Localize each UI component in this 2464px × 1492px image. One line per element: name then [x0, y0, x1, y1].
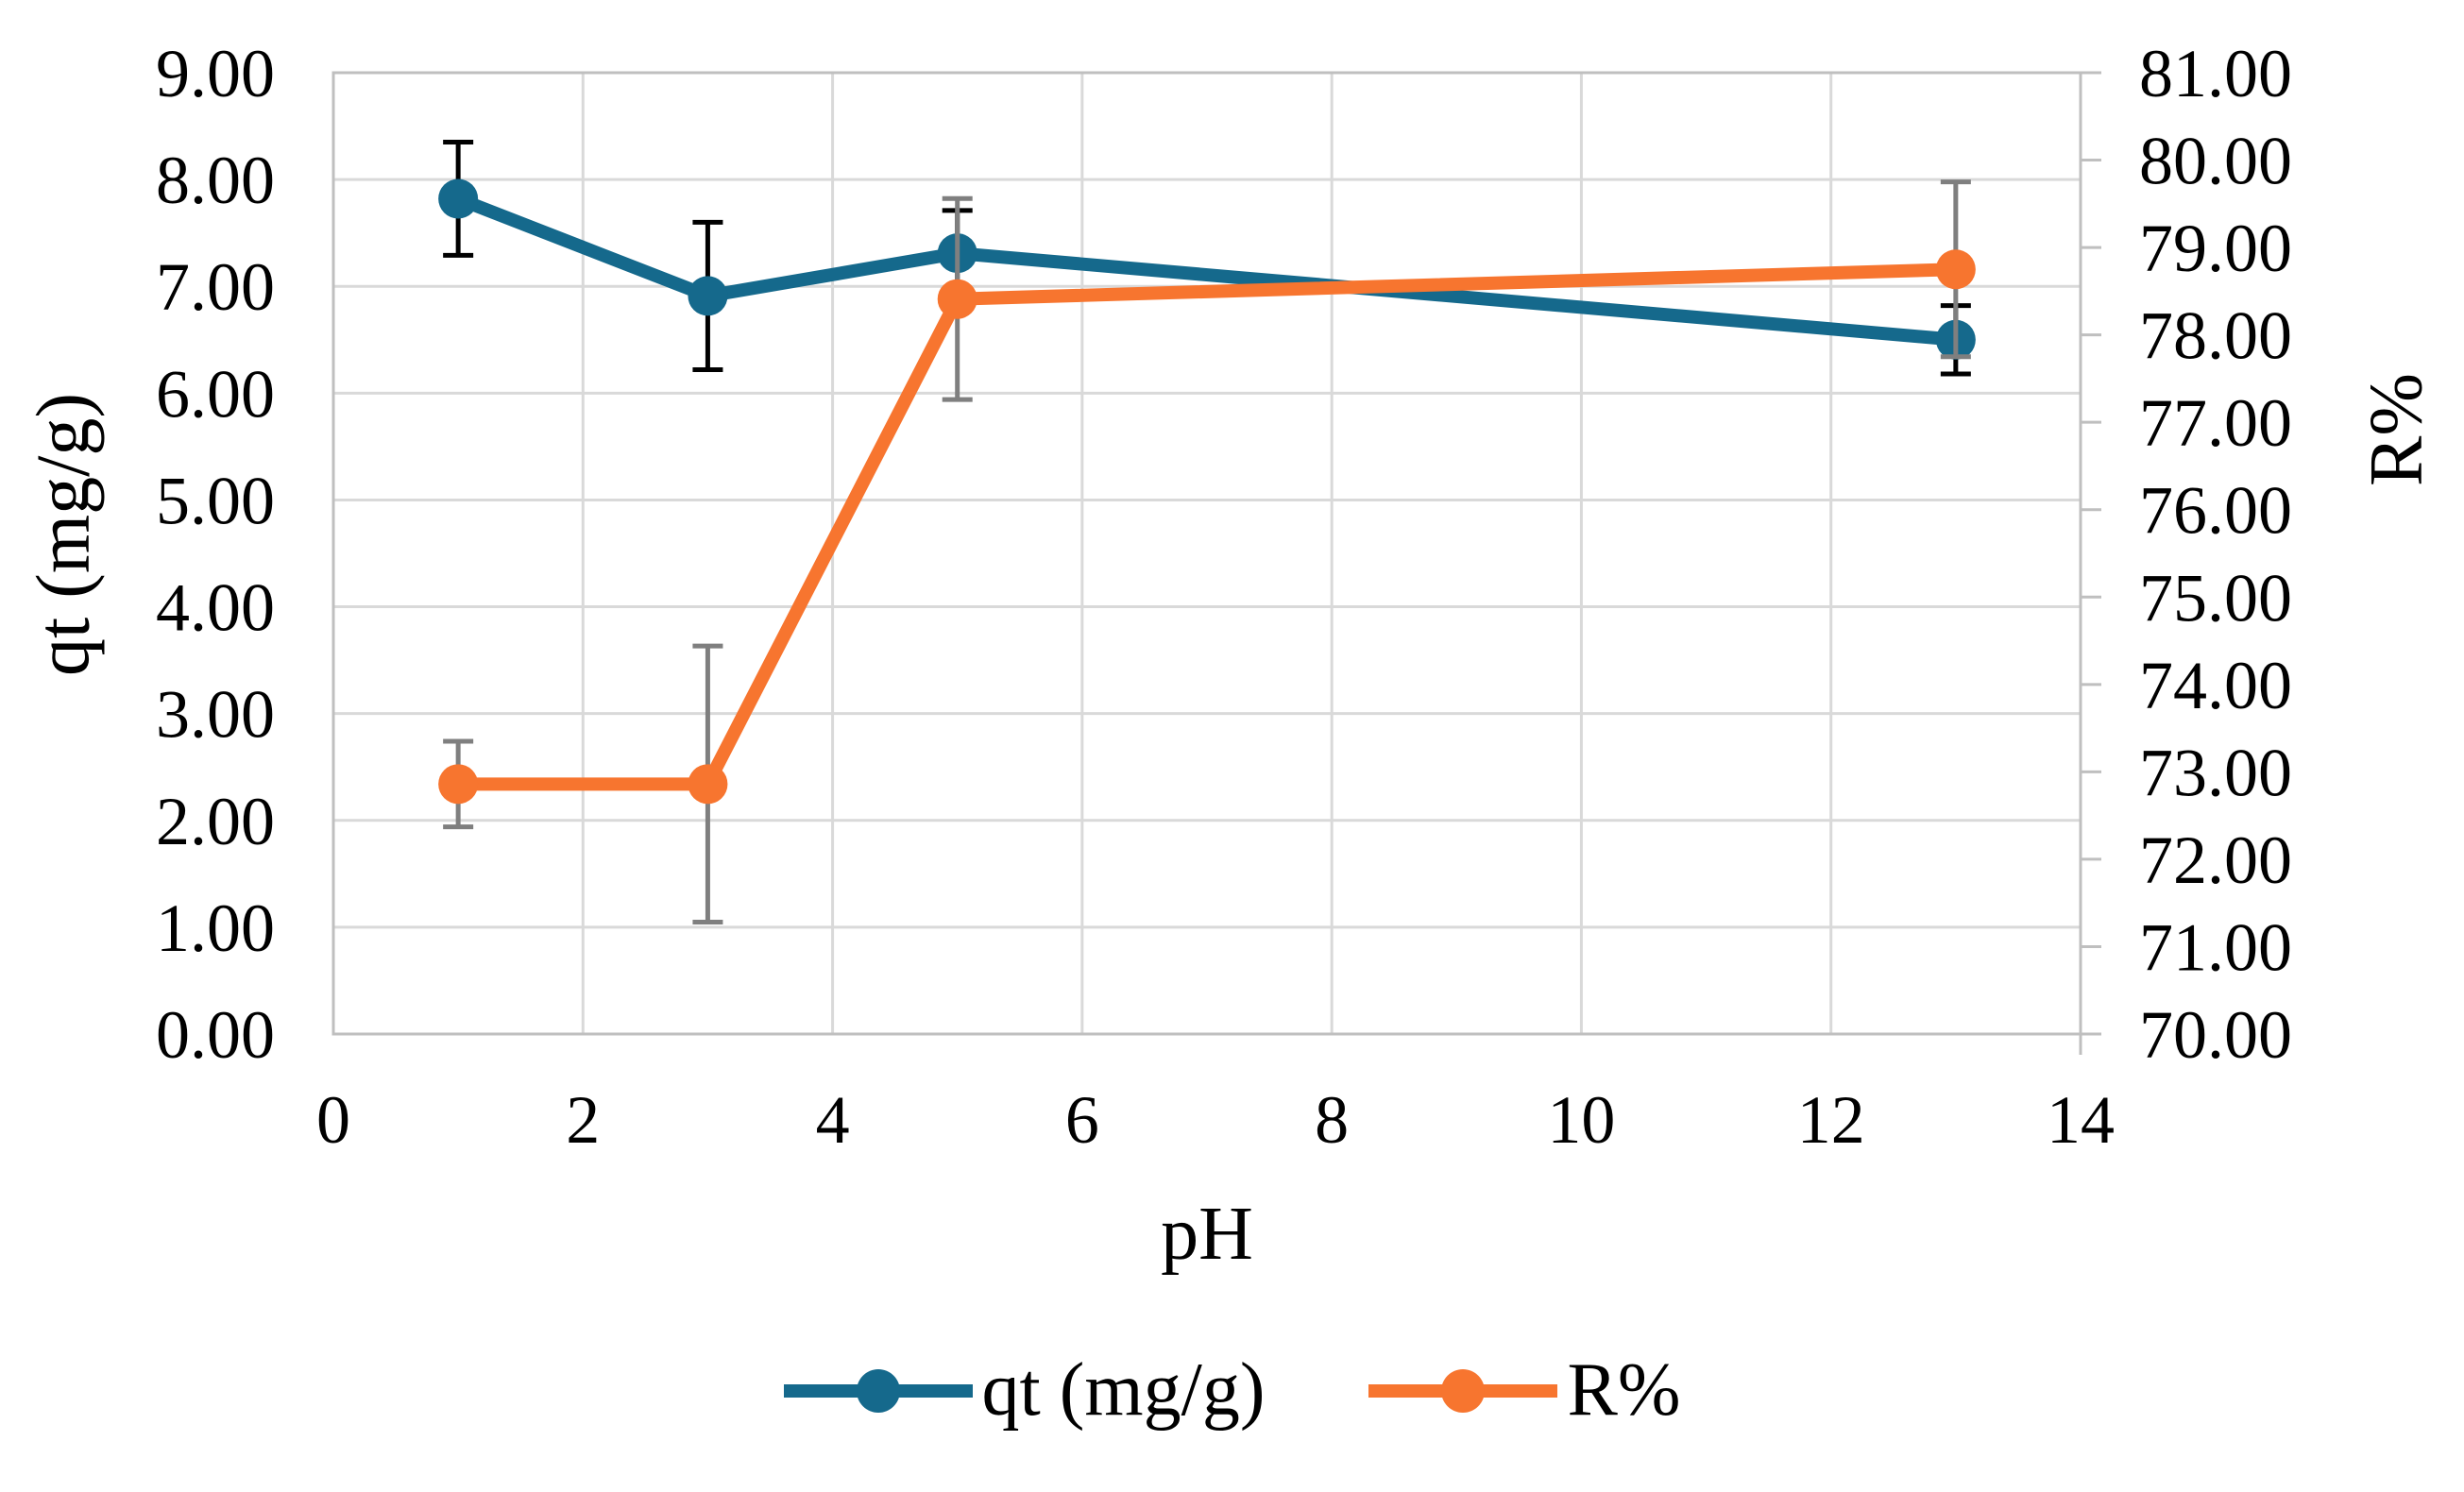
left-axis-tick-label: 1.00 [156, 890, 275, 966]
right-axis-tick-label: 80.00 [2139, 124, 2292, 199]
right-axis-tick-label: 79.00 [2139, 211, 2292, 286]
left-axis-tick-label: 5.00 [156, 463, 275, 538]
right-axis-tick-label: 78.00 [2139, 298, 2292, 374]
legend-label-r: R% [1567, 1348, 1681, 1432]
data-point-1 [438, 764, 479, 805]
series-line-1 [451, 263, 1963, 791]
x-axis-title: pH [1161, 1193, 1253, 1276]
plot-border [331, 71, 2082, 1036]
left-y-axis-title: qt (mg/g) [22, 393, 106, 676]
right-axis-tick-label: 74.00 [2139, 648, 2292, 723]
left-axis-tick-label: 7.00 [156, 249, 275, 325]
data-point-1 [688, 764, 728, 805]
x-axis-tick-label: 12 [1797, 1082, 1865, 1158]
right-axis-tick-label: 75.00 [2139, 560, 2292, 636]
data-point-0 [688, 276, 728, 316]
left-axis-tick-label: 6.00 [156, 356, 275, 432]
right-axis-tick-label: 81.00 [2139, 36, 2292, 111]
right-axis-tick-label: 70.00 [2139, 997, 2292, 1073]
data-point-1 [937, 279, 977, 319]
left-axis-tick-label: 9.00 [156, 36, 275, 111]
x-axis-tick-label: 2 [566, 1082, 600, 1158]
legend-dot [1441, 1368, 1486, 1413]
left-axis-tick-label: 4.00 [156, 570, 275, 646]
right-axis-tick-label: 76.00 [2139, 473, 2292, 549]
x-axis-tick-label: 8 [1315, 1082, 1349, 1158]
legend-label-qt: qt (mg/g) [981, 1348, 1266, 1432]
legend-marker-r-icon [1368, 1368, 1558, 1413]
left-axis-tick-label: 0.00 [156, 997, 275, 1073]
right-axis-tick-label: 71.00 [2139, 909, 2292, 985]
right-y-axis-title: R% [2354, 373, 2439, 486]
left-axis-tick-label: 2.00 [156, 784, 275, 859]
series-line-0 [451, 192, 1963, 347]
x-axis-tick-label: 0 [316, 1082, 350, 1158]
x-axis-tick-label: 6 [1065, 1082, 1099, 1158]
data-point-0 [438, 178, 479, 219]
legend-dot [856, 1368, 900, 1413]
legend-marker-qt-icon [783, 1368, 973, 1413]
data-point-1 [1935, 249, 1976, 290]
x-axis-tick-label: 4 [816, 1082, 850, 1158]
right-axis-tick-label: 73.00 [2139, 735, 2292, 810]
x-axis-tick-label: 10 [1547, 1082, 1615, 1158]
legend-item-qt: qt (mg/g) [783, 1348, 1266, 1433]
legend: qt (mg/g) R% [0, 1327, 2464, 1454]
left-axis-tick-label: 8.00 [156, 143, 275, 218]
left-axis-tick-label: 3.00 [156, 677, 275, 753]
legend-item-r: R% [1368, 1348, 1680, 1433]
right-axis-tick-label: 72.00 [2139, 822, 2292, 898]
x-axis-tick-label: 14 [2047, 1082, 2115, 1158]
right-axis-tick-label: 77.00 [2139, 385, 2292, 461]
